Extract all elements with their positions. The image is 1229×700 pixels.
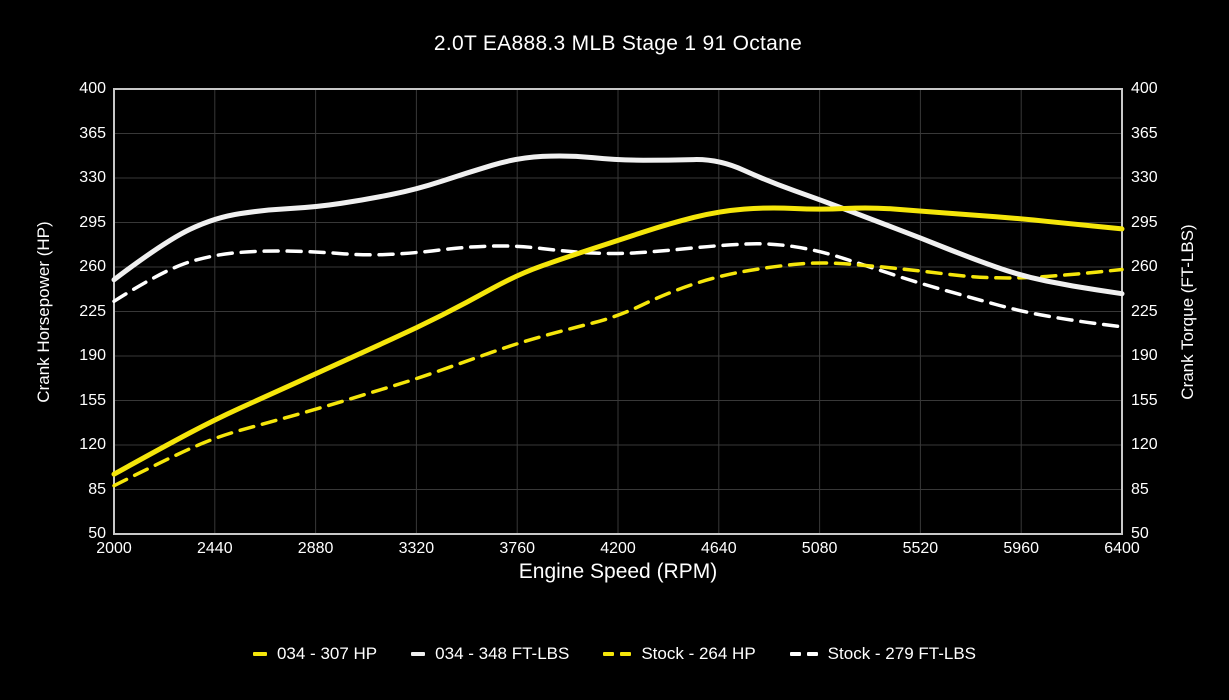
x-tick-label: 5520 (902, 540, 939, 557)
x-tick-label: 4640 (701, 540, 737, 557)
x-tick-label: 3760 (499, 540, 535, 557)
x-axis-title: Engine Speed (RPM) (518, 560, 718, 583)
x-tick-label: 2000 (96, 540, 132, 557)
y-tick-label-right: 225 (1131, 302, 1158, 320)
legend-item: Stock - 264 HP (603, 644, 756, 664)
legend-dash (806, 652, 818, 656)
x-tick-label: 2880 (297, 540, 334, 557)
x-tick-label: 5080 (801, 540, 838, 557)
y-tick-label-left: 50 (88, 525, 106, 542)
plot-border (113, 88, 1123, 535)
chart-legend: 034 - 307 HP 034 - 348 FT-LBS Stock - 264 … (0, 644, 1229, 664)
legend-dash (411, 652, 426, 656)
legend-marker-dashed (603, 652, 632, 656)
curve-stock-279-ft-lbs (112, 242, 1124, 329)
legend-label: 034 - 348 FT-LBS (435, 644, 570, 663)
y-tick-label-left: 85 (88, 480, 106, 498)
y-tick-label-left: 295 (79, 213, 106, 231)
y-tick-label-right: 155 (1131, 391, 1158, 409)
legend-item: 034 - 307 HP (252, 644, 378, 664)
legend-dash (603, 652, 615, 656)
y-tick-label-left: 155 (79, 391, 106, 409)
legend-dash (252, 652, 267, 656)
y-axis-left-title: Crank Horsepower (HP) (34, 221, 53, 403)
y-tick-label-right: 365 (1131, 124, 1158, 142)
y-tick-label-right: 50 (1131, 525, 1149, 542)
y-tick-label-left: 330 (79, 169, 106, 186)
x-tick-label: 6400 (1104, 540, 1140, 557)
curve-034-348-ft-lbs (111, 153, 1125, 297)
curve-034-307-hp (111, 205, 1125, 477)
y-tick-label-right: 190 (1131, 347, 1158, 364)
x-tick-label: 3320 (398, 540, 435, 557)
y-tick-label-left: 400 (79, 80, 106, 97)
y-tick-label-right: 295 (1131, 213, 1158, 231)
y-tick-label-right: 330 (1131, 169, 1158, 186)
y-tick-label-left: 190 (79, 347, 106, 364)
legend-marker-solid (411, 652, 426, 656)
legend-label: Stock - 279 FT-LBS (827, 644, 977, 663)
y-tick-label-left: 120 (79, 436, 106, 453)
legend-marker-dashed (789, 652, 818, 656)
x-tick-label: 5960 (1003, 540, 1039, 557)
y-tick-label-left: 365 (79, 124, 106, 142)
y-tick-label-right: 85 (1131, 480, 1149, 498)
legend-item: 034 - 348 FT-LBS (411, 644, 569, 664)
x-tick-label: 2440 (197, 540, 233, 557)
legend-item: Stock - 279 FT-LBS (789, 644, 977, 664)
y-tick-label-right: 400 (1131, 80, 1158, 97)
legend-label: 034 - 307 HP (276, 644, 378, 663)
curve-stock-264-hp (112, 261, 1124, 488)
y-tick-label-left: 225 (79, 302, 106, 320)
legend-dash (789, 652, 801, 656)
legend-dash (620, 652, 632, 656)
chart-title: 2.0T EA888.3 MLB Stage 1 91 Octane (433, 32, 803, 55)
y-tick-label-right: 260 (1131, 258, 1158, 275)
x-tick-label: 4200 (600, 540, 636, 557)
y-axis-right-title: Crank Torque (FT-LBS) (1178, 224, 1197, 400)
legend-marker-solid (252, 652, 267, 656)
y-tick-label-right: 120 (1131, 436, 1158, 453)
y-tick-label-left: 260 (79, 258, 106, 275)
legend-label: Stock - 264 HP (641, 644, 756, 663)
